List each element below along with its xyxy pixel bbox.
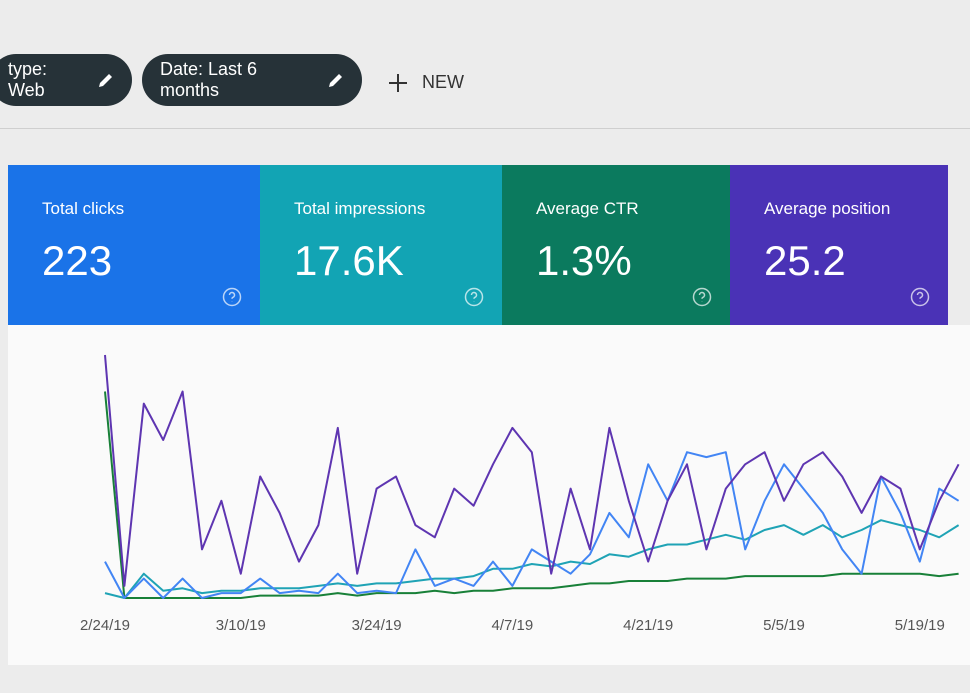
plus-icon xyxy=(389,73,407,92)
help-icon[interactable] xyxy=(464,287,484,307)
chip-label: type: Web xyxy=(8,59,48,100)
metric-card[interactable]: Total clicks 223 xyxy=(8,165,260,325)
filter-chip[interactable]: type: Web xyxy=(0,54,132,106)
chip-label: Date: Last 6 months xyxy=(160,59,258,100)
metric-label: Total clicks xyxy=(42,199,125,218)
x-tick-label: 3/24/19 xyxy=(352,617,402,634)
metric-card[interactable]: Average position 25.2 xyxy=(730,165,948,325)
series-line xyxy=(104,354,960,587)
x-tick-label: 5/5/19 xyxy=(763,617,805,634)
x-tick-label: 2/24/19 xyxy=(80,617,130,634)
series-line xyxy=(104,391,959,599)
series-line xyxy=(104,451,960,599)
help-icon[interactable] xyxy=(692,287,712,307)
x-tick-label: 5/19/19 xyxy=(895,617,945,634)
help-icon[interactable] xyxy=(222,287,242,307)
x-tick-label: 4/7/19 xyxy=(492,617,534,634)
metric-label: Average position xyxy=(764,199,891,218)
divider xyxy=(0,128,970,129)
filter-chip[interactable]: Date: Last 6 months xyxy=(142,54,362,106)
edit-icon xyxy=(99,74,113,87)
edit-icon xyxy=(328,74,342,87)
metric-value: 25.2 xyxy=(764,237,846,284)
new-label: NEW xyxy=(422,72,464,92)
x-tick-label: 4/21/19 xyxy=(623,617,673,634)
performance-chart: 2/24/19 3/10/19 3/24/19 4/7/19 4/21/19 5/5/19… xyxy=(80,354,960,634)
metric-card[interactable]: Average CTR 1.3% xyxy=(502,165,730,325)
metric-label: Total impressions xyxy=(294,199,426,218)
help-icon[interactable] xyxy=(910,287,930,307)
metric-card[interactable]: Total impressions 17.6K xyxy=(260,165,502,325)
metric-value: 17.6K xyxy=(294,237,404,284)
new-filter-button[interactable]: NEW xyxy=(388,72,464,93)
x-tick-label: 3/10/19 xyxy=(216,617,266,634)
metric-value: 1.3% xyxy=(536,237,632,284)
metric-value: 223 xyxy=(42,237,113,284)
metric-label: Average CTR xyxy=(536,199,639,218)
series-line xyxy=(104,519,960,599)
